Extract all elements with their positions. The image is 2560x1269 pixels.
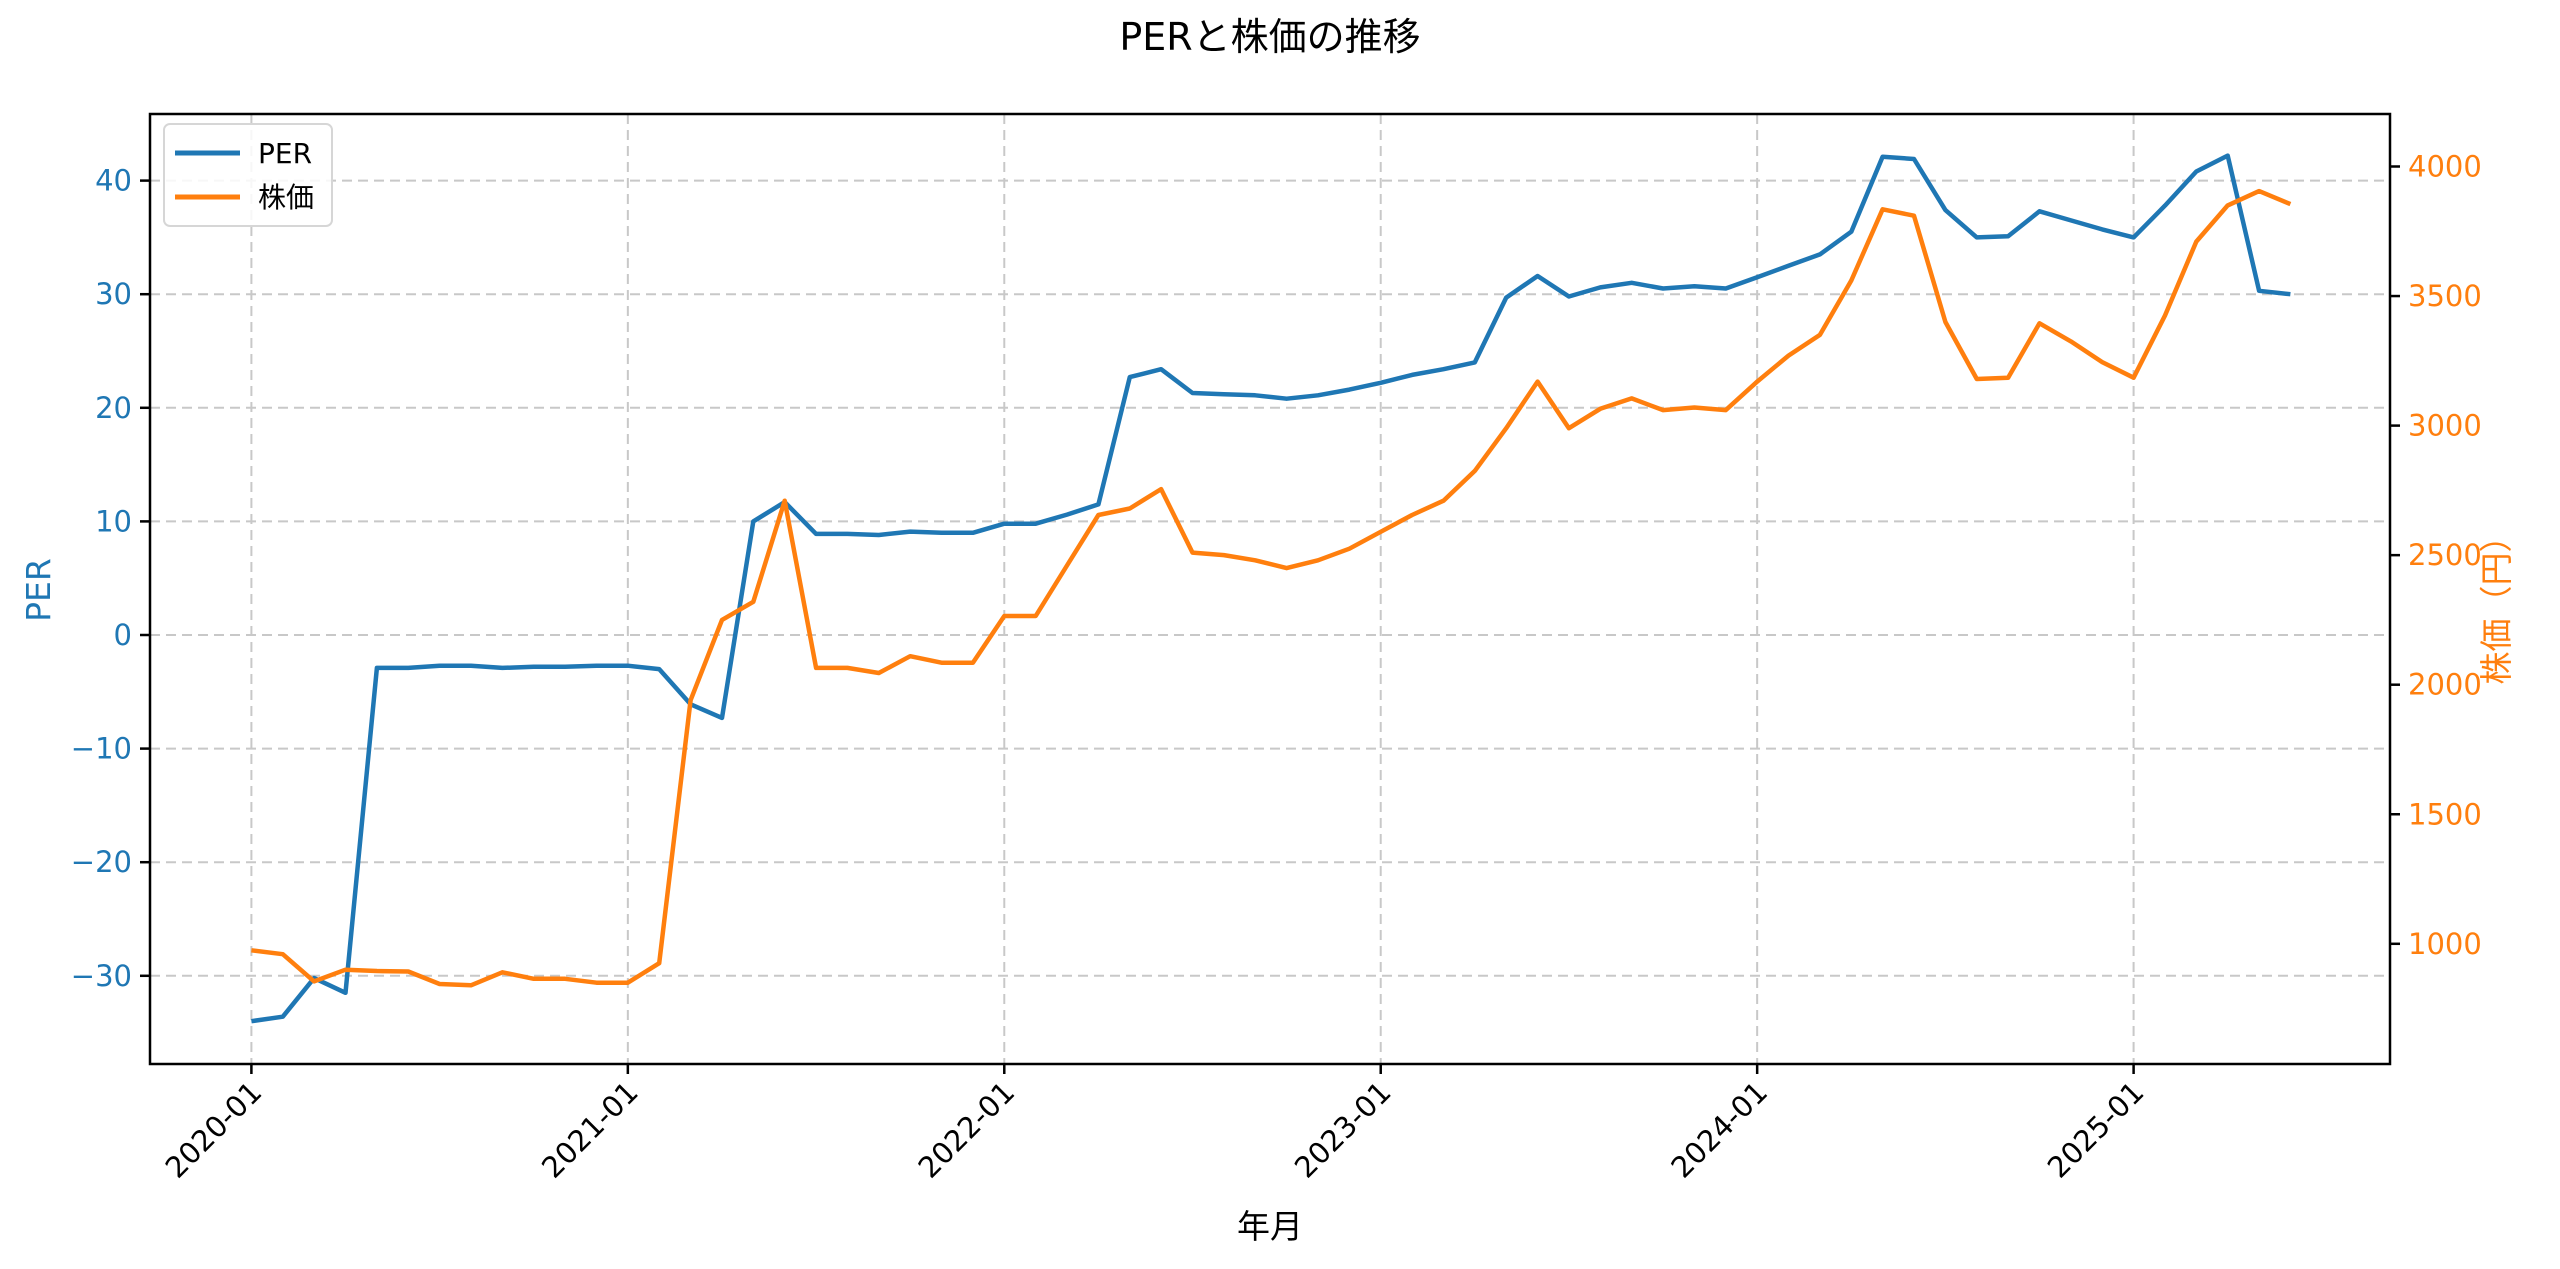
left-y-axis-ticks: −30 −20 −10 0 10 20 30 40 xyxy=(71,164,150,993)
right-tick-label: 3000 xyxy=(2408,409,2482,443)
left-tick-label: 40 xyxy=(95,164,132,198)
right-y-axis-ticks: 1000 1500 2000 2500 3000 3500 4000 xyxy=(2390,150,2482,961)
per-line xyxy=(251,153,2291,1024)
left-tick-label: 10 xyxy=(95,504,132,538)
x-axis-ticks: 2020-01 2021-01 2022-01 2023-01 2024-01 2025-… xyxy=(159,1064,2151,1185)
legend-box xyxy=(163,123,333,227)
right-tick-label: 1500 xyxy=(2408,797,2482,831)
grid-lines xyxy=(150,114,2390,1064)
right-tick-label: 4000 xyxy=(2408,150,2482,184)
x-tick-label: 2021-01 xyxy=(535,1075,645,1185)
x-tick-label: 2025-01 xyxy=(2041,1075,2151,1185)
right-tick-label: 3500 xyxy=(2408,279,2482,313)
right-tick-label: 2000 xyxy=(2408,668,2482,702)
right-y-axis-label: 株価（円） xyxy=(2477,520,2516,685)
x-tick-label: 2022-01 xyxy=(912,1075,1022,1185)
legend-price-label: 株価 xyxy=(258,181,314,214)
left-tick-label: −30 xyxy=(71,959,132,993)
plot-area-frame xyxy=(148,112,2392,1066)
left-y-axis-label: PER xyxy=(19,558,58,622)
legend-per-label: PER xyxy=(258,137,312,170)
series-lines xyxy=(251,153,2292,1024)
chart-title: PERと株価の推移 xyxy=(1119,15,1420,59)
right-tick-label: 1000 xyxy=(2408,927,2482,961)
left-tick-label: 30 xyxy=(95,277,132,311)
left-tick-label: 0 xyxy=(114,618,132,652)
x-axis-label: 年月 xyxy=(1237,1207,1303,1246)
right-tick-label: 2500 xyxy=(2408,538,2482,572)
price-line xyxy=(251,188,2292,988)
left-tick-label: −20 xyxy=(71,845,132,879)
x-tick-label: 2023-01 xyxy=(1288,1075,1398,1185)
left-tick-label: −10 xyxy=(71,732,132,766)
legend: PER 株価 xyxy=(163,123,333,227)
x-tick-label: 2024-01 xyxy=(1664,1075,1774,1185)
x-tick-label: 2020-01 xyxy=(159,1075,269,1185)
left-tick-label: 20 xyxy=(95,391,132,425)
